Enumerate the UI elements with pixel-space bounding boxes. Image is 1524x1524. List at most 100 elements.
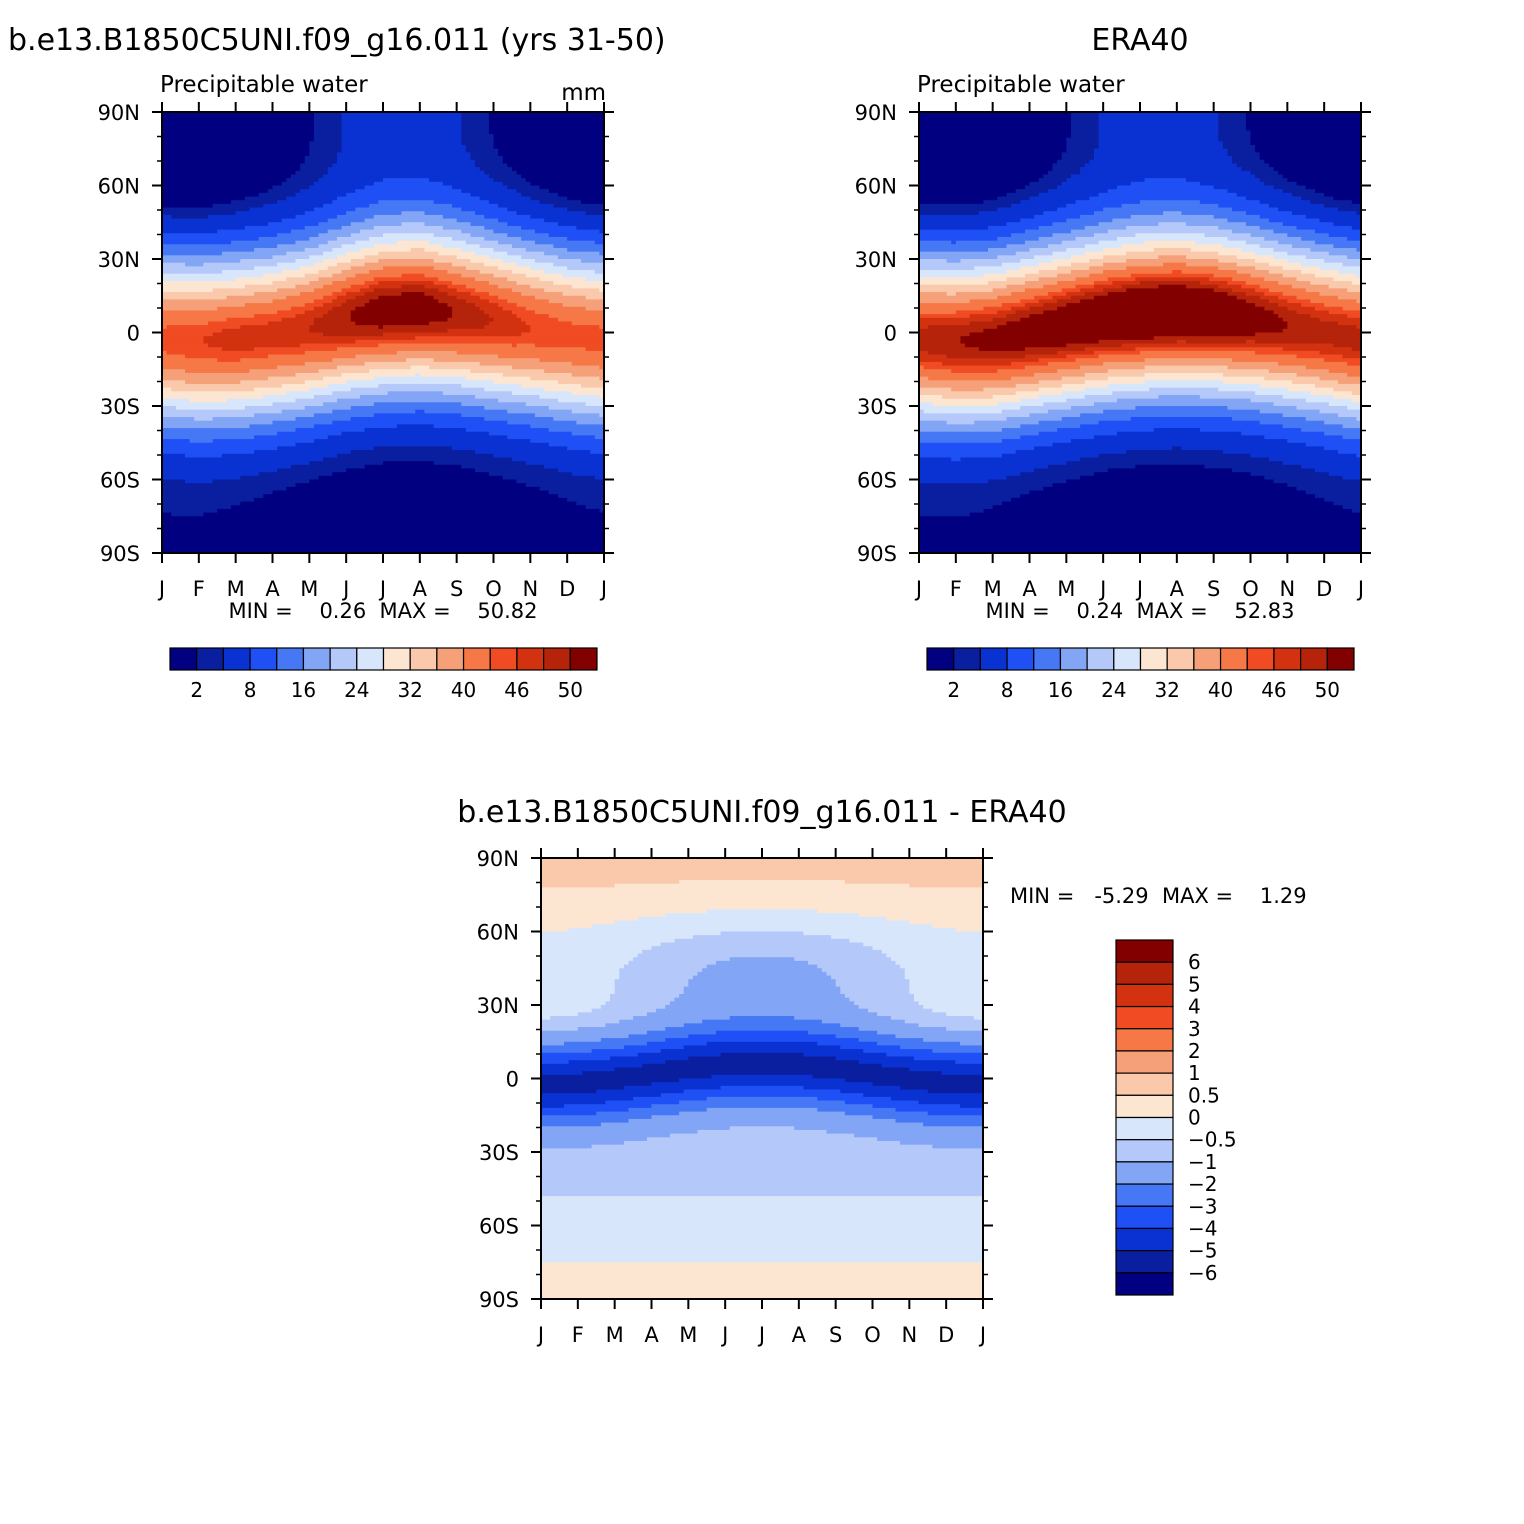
field-cell (346, 468, 476, 473)
colorbar-box (1006, 647, 1035, 671)
field-cell (452, 203, 499, 209)
field-cell (162, 247, 255, 253)
field-cell (1250, 453, 1357, 459)
field-cell (488, 431, 573, 436)
field-cell (162, 192, 260, 198)
field-cell (553, 203, 605, 209)
field-cell (1006, 222, 1054, 227)
x-tick-label: F (193, 577, 205, 601)
field-cell (484, 387, 545, 392)
panel-model-subtitle: Precipitable water (160, 72, 368, 98)
field-cell (591, 1144, 933, 1149)
field-cell (162, 439, 191, 444)
field-cell (1264, 475, 1344, 481)
field-cell (162, 174, 292, 179)
field-cell (576, 225, 605, 231)
field-cell (364, 428, 467, 433)
field-cell (1250, 273, 1284, 278)
field-cell (571, 409, 605, 414)
field-cell (470, 222, 508, 227)
field-cell (541, 920, 616, 925)
field-cell (594, 240, 605, 245)
field-cell (461, 383, 522, 389)
field-cell (521, 292, 564, 297)
field-cell (359, 247, 412, 253)
field-cell (1282, 394, 1334, 400)
field-cell (541, 1038, 602, 1043)
field-cell (212, 479, 310, 484)
field-cell (619, 975, 694, 980)
field-cell (886, 953, 984, 958)
field-cell (539, 486, 605, 492)
field-cell (692, 975, 832, 980)
field-cell (1006, 417, 1063, 422)
field-cell (313, 207, 356, 212)
y-tick-label: 90S (100, 542, 140, 566)
field-cell (1038, 420, 1100, 425)
field-cell (1287, 483, 1362, 488)
field-cell (585, 306, 605, 312)
field-cell (162, 218, 283, 223)
field-cell (336, 152, 472, 157)
field-cell (346, 380, 495, 385)
field-cell (541, 1199, 984, 1205)
field-cell (1070, 229, 1109, 234)
field-cell (548, 406, 605, 411)
field-cell (965, 343, 1067, 348)
field-cell (323, 303, 343, 308)
field-cell (919, 534, 1362, 539)
field-cell (1324, 358, 1362, 363)
field-cell (858, 1060, 956, 1065)
field-cell (162, 262, 186, 267)
field-cell (323, 203, 370, 209)
field-cell (309, 236, 338, 242)
field-cell (844, 880, 984, 885)
field-cell (442, 181, 504, 187)
field-cell (1070, 255, 1104, 260)
field-cell (541, 1067, 616, 1072)
field-cell (1314, 306, 1344, 312)
field-cell (373, 402, 462, 407)
field-cell (438, 288, 458, 293)
field-cell (433, 233, 472, 238)
field-cell (300, 167, 329, 172)
field-cell (688, 1034, 837, 1039)
field-cell (1264, 376, 1321, 381)
field-cell (396, 240, 430, 245)
field-cell (541, 1115, 653, 1120)
field-cell (364, 262, 453, 267)
field-cell (1305, 255, 1348, 260)
field-cell (1287, 387, 1334, 392)
field-cell (1093, 284, 1123, 289)
field-cell (628, 1118, 897, 1124)
field-cell (212, 439, 315, 444)
field-cell (1135, 277, 1210, 282)
field-cell (162, 442, 297, 448)
field-cell (541, 905, 984, 911)
field-cell (507, 163, 605, 168)
field-cell (530, 376, 600, 381)
field-cell (162, 233, 278, 238)
field-cell (1333, 277, 1362, 282)
field-cell (447, 303, 476, 308)
field-cell (1121, 203, 1219, 209)
field-cell (341, 303, 366, 308)
field-cell (817, 1096, 892, 1102)
field-cell (162, 240, 232, 245)
field-cell (919, 483, 1054, 488)
field-cell (541, 1023, 607, 1028)
field-cell (162, 222, 269, 227)
field-cell (541, 1133, 671, 1138)
field-cell (541, 935, 694, 940)
field-cell (863, 1049, 933, 1054)
field-cell (452, 281, 490, 286)
field-cell (919, 303, 1003, 308)
field-cell (1273, 402, 1330, 407)
colorbar-label: 0.5 (1188, 1083, 1220, 1107)
field-cell (341, 225, 375, 231)
field-cell (867, 1008, 933, 1013)
field-cell (913, 993, 984, 999)
field-cell (498, 284, 531, 289)
field-cell (162, 303, 246, 308)
x-tick-label: N (901, 1323, 917, 1347)
